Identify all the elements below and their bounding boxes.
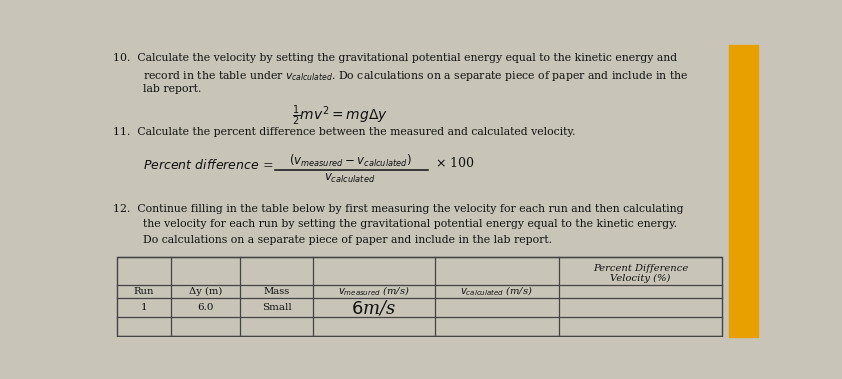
Text: Do calculations on a separate piece of paper and include in the lab report.: Do calculations on a separate piece of p… — [143, 235, 552, 244]
Text: 11.  Calculate the percent difference between the measured and calculated veloci: 11. Calculate the percent difference bet… — [113, 127, 575, 137]
Text: 6.0: 6.0 — [197, 303, 214, 312]
Bar — [729, 45, 758, 337]
Text: 10.  Calculate the velocity by setting the gravitational potential energy equal : 10. Calculate the velocity by setting th… — [113, 53, 677, 63]
Text: $\times$ 100: $\times$ 100 — [434, 157, 474, 171]
Text: $\mathit{Percent\ difference}$ =: $\mathit{Percent\ difference}$ = — [143, 158, 274, 172]
Text: 1: 1 — [141, 303, 147, 312]
Text: lab report.: lab report. — [143, 84, 201, 94]
Text: record in the table under $v_{calculated}$. Do calculations on a separate piece : record in the table under $v_{calculated… — [143, 69, 689, 83]
Text: Mass: Mass — [264, 287, 290, 296]
Text: $v_{calculated}$: $v_{calculated}$ — [324, 172, 376, 185]
Text: Velocity (%): Velocity (%) — [610, 274, 670, 283]
Text: 12.  Continue filling in the table below by first measuring the velocity for eac: 12. Continue filling in the table below … — [113, 204, 684, 214]
Bar — [117, 257, 722, 336]
Text: $v_{measured}$ (m/s): $v_{measured}$ (m/s) — [338, 285, 410, 298]
Text: Δy (m): Δy (m) — [189, 287, 222, 296]
Text: Small: Small — [262, 303, 291, 312]
Text: $\mathit{6}$m/s: $\mathit{6}$m/s — [351, 298, 397, 317]
Text: Run: Run — [134, 287, 154, 296]
Text: $\frac{1}{2}mv^2 = mg\Delta y$: $\frac{1}{2}mv^2 = mg\Delta y$ — [292, 104, 388, 128]
Text: $v_{calculated}$ (m/s): $v_{calculated}$ (m/s) — [461, 285, 533, 298]
Text: Percent Difference: Percent Difference — [593, 264, 688, 273]
Text: $(v_{measured} - v_{calculated})$: $(v_{measured} - v_{calculated})$ — [289, 153, 412, 169]
Text: the velocity for each run by setting the gravitational potential energy equal to: the velocity for each run by setting the… — [143, 219, 677, 229]
